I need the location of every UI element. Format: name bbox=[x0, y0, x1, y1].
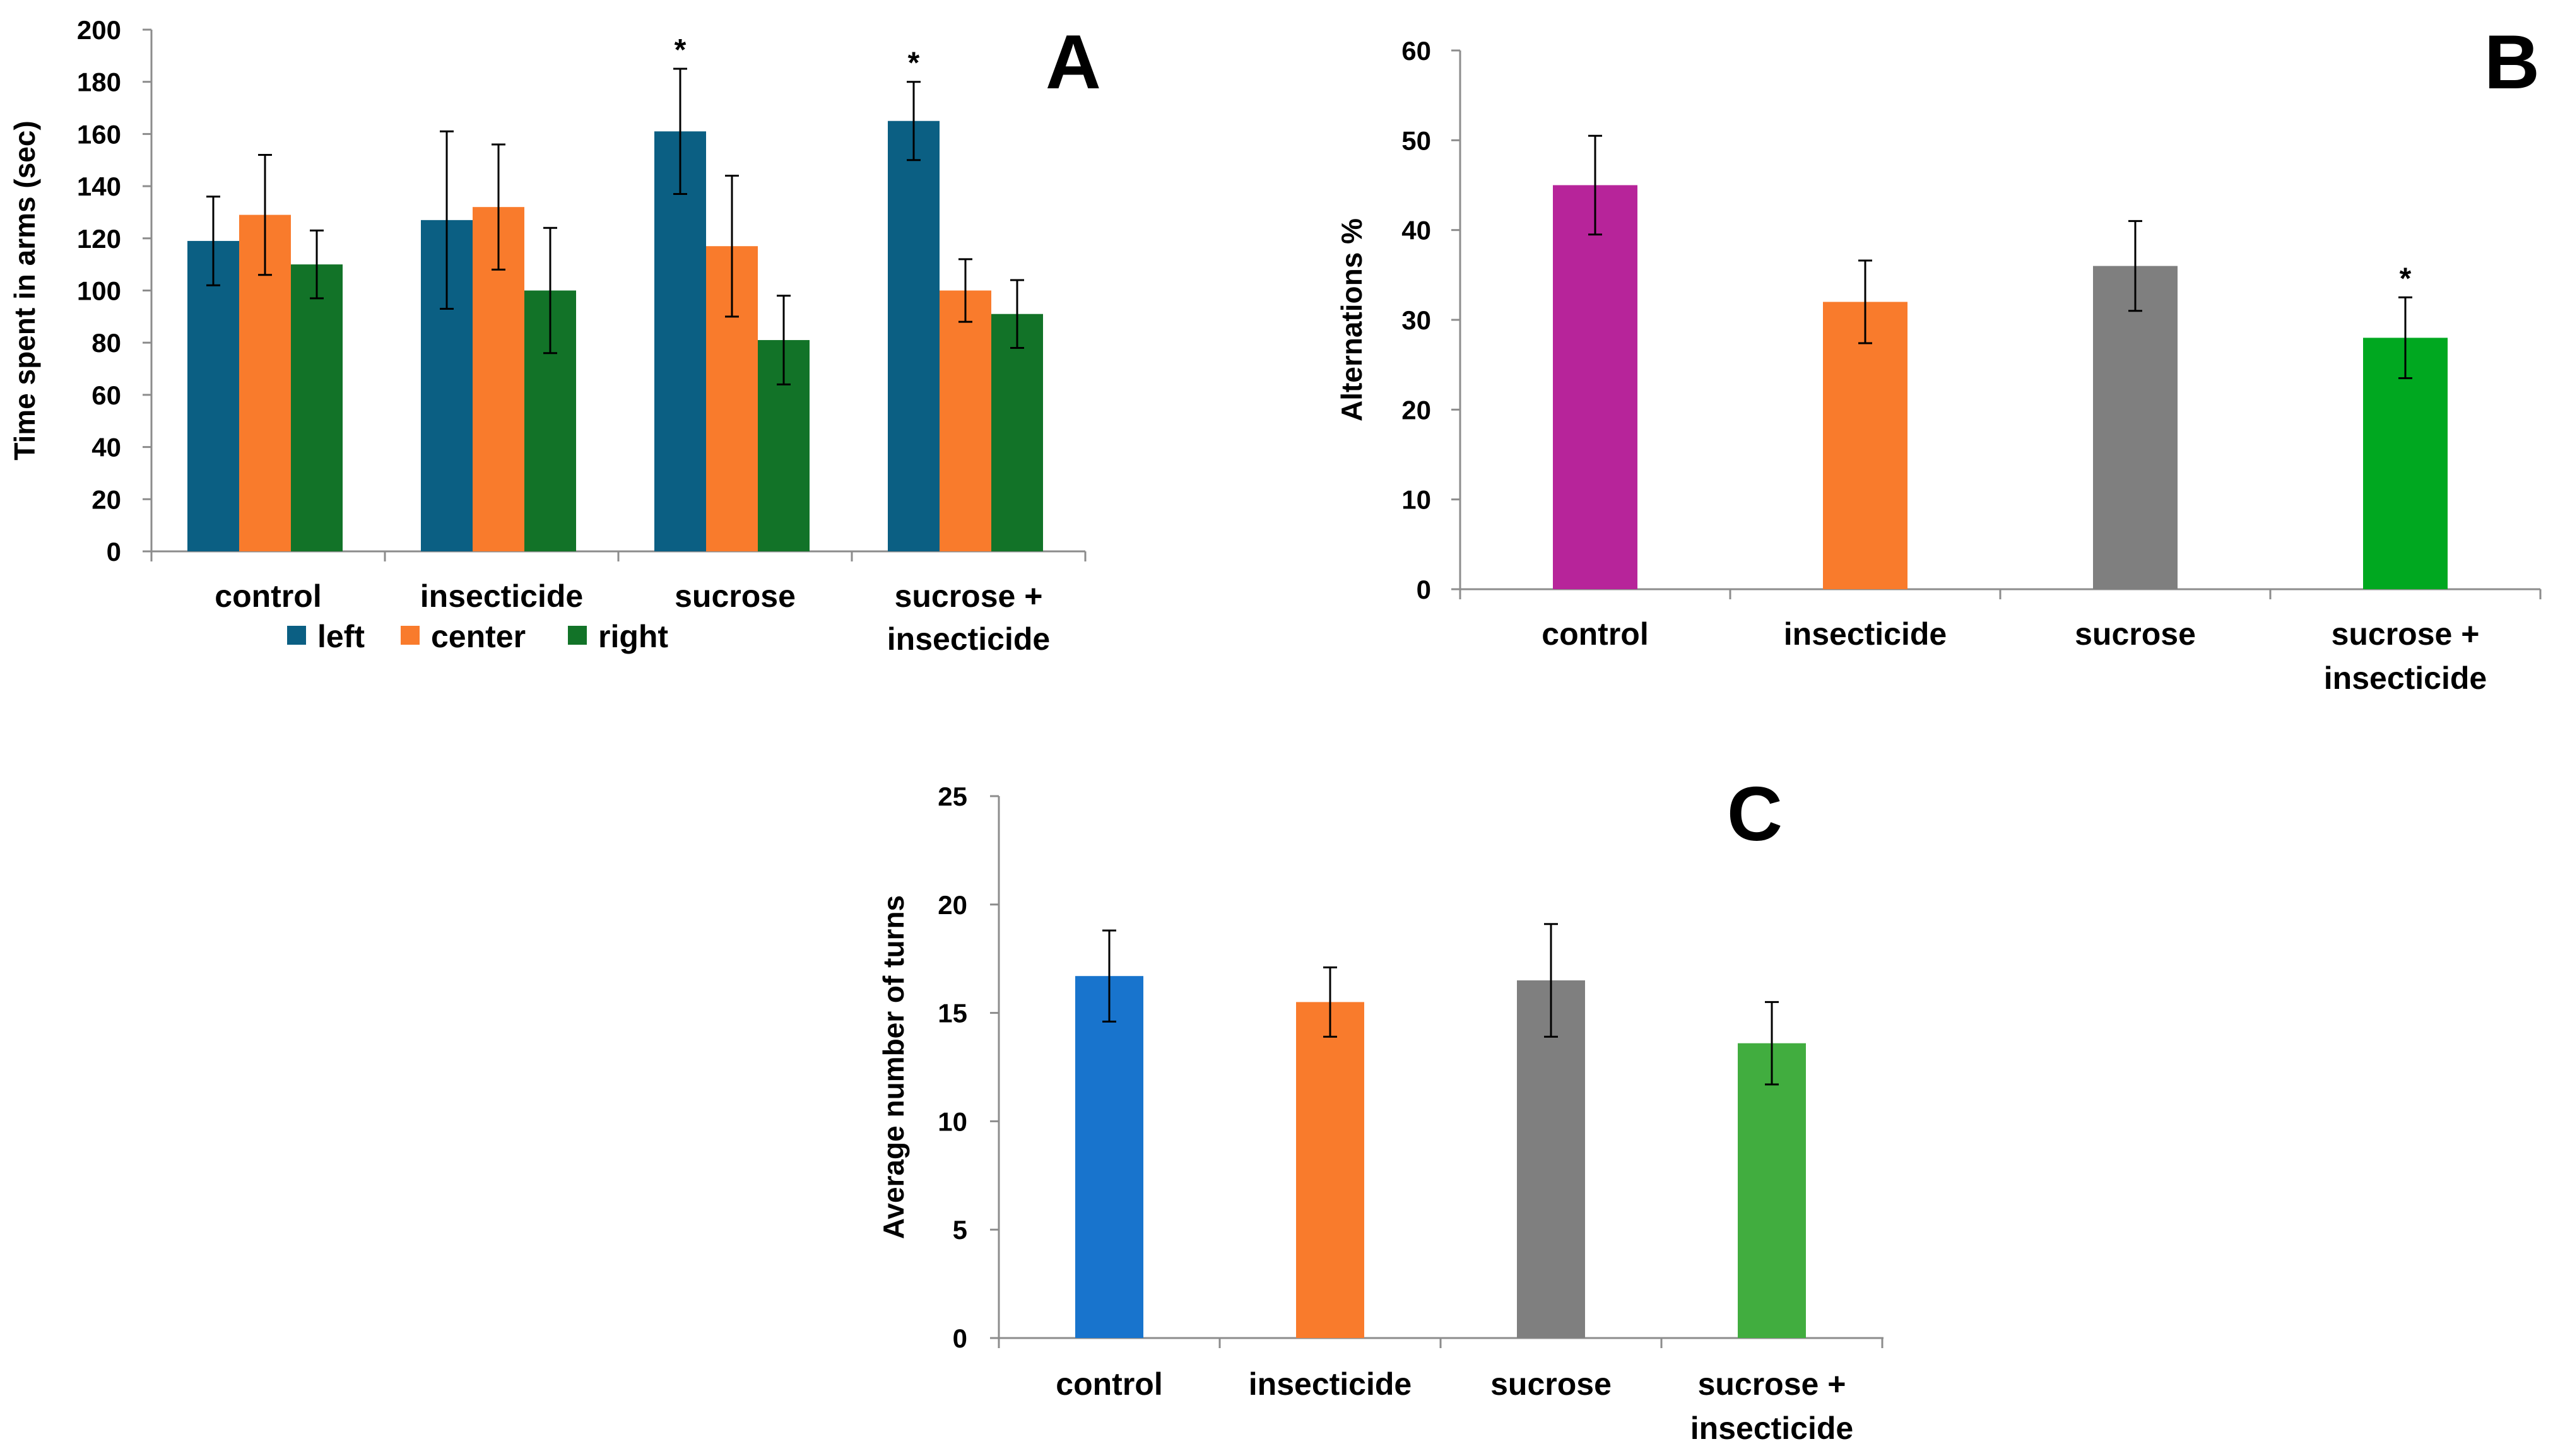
panel-b-category-label-line: sucrose bbox=[2075, 616, 2196, 652]
panel-c-category-label-line: sucrose + bbox=[1698, 1366, 1846, 1402]
panel-a-y-tick-label: 200 bbox=[77, 15, 121, 45]
panel-c-category-label: control bbox=[1056, 1366, 1162, 1402]
panel-b-bar bbox=[1553, 185, 1637, 589]
panel-c-bar bbox=[1517, 980, 1585, 1338]
panel-b-y-tick-label: 40 bbox=[1401, 216, 1431, 245]
panel-c-category-label: sucrose + insecticide bbox=[1690, 1366, 1853, 1446]
panel-a-bar-right bbox=[291, 264, 343, 551]
panel-a-y-tick-label: 180 bbox=[77, 68, 121, 97]
panel-a-category-label-line: sucrose + bbox=[895, 578, 1043, 614]
panel-c-category-label: insecticide bbox=[1249, 1366, 1412, 1402]
panel-c-panel-letter: C bbox=[1727, 771, 1783, 857]
panel-c-bar bbox=[1738, 1043, 1806, 1338]
panel-a-significance-star: * bbox=[908, 47, 920, 80]
panel-a-chart: 0 20 40 60 80 100 120 140 160 180 200 control insect… bbox=[8, 15, 1101, 657]
panel-b-category-label: insecticide bbox=[1784, 616, 1947, 652]
panel-b-category-label-line: insecticide bbox=[2324, 660, 2487, 696]
panel-b-y-tick-label: 20 bbox=[1401, 395, 1431, 425]
panel-c-chart: 0 5 10 15 20 25 control insecticide sucrose sucro… bbox=[877, 771, 1884, 1446]
panel-a-category-label: sucrose + insecticide bbox=[887, 578, 1050, 657]
panel-b-bar bbox=[1823, 302, 1907, 589]
panel-a-category-label-line: sucrose bbox=[675, 578, 796, 614]
panel-b-y-tick-label: 0 bbox=[1417, 575, 1431, 604]
panel-c-bar bbox=[1075, 976, 1143, 1338]
panel-b-category-label-line: control bbox=[1542, 616, 1648, 652]
panel-b-y-tick-label: 60 bbox=[1401, 36, 1431, 66]
panel-b-category-label: sucrose bbox=[2075, 616, 2196, 652]
panel-b-y-tick-label: 10 bbox=[1401, 485, 1431, 515]
panel-a-legend-label-center: center bbox=[431, 619, 526, 654]
panel-a-legend-label-right: right bbox=[598, 619, 668, 654]
panel-a-y-tick-label: 80 bbox=[91, 328, 121, 358]
panel-b-y-tick-label: 50 bbox=[1401, 126, 1431, 155]
panel-a-category-label: control bbox=[215, 578, 321, 614]
panel-b-category-label: control bbox=[1542, 616, 1648, 652]
panel-a-category-label-line: insecticide bbox=[420, 578, 583, 614]
panel-b-category-label-line: insecticide bbox=[1784, 616, 1947, 652]
panel-a-y-tick-label: 40 bbox=[91, 433, 121, 462]
panel-c-category-label-line: control bbox=[1056, 1366, 1162, 1402]
panel-c-y-tick-label: 15 bbox=[938, 999, 967, 1028]
panel-b-chart: 0 10 20 30 40 50 60 control insecticide sucrose su… bbox=[1335, 19, 2542, 696]
panel-c-y-tick-label: 20 bbox=[938, 890, 967, 920]
panel-a-legend-swatch-right bbox=[568, 626, 587, 645]
panel-a-y-tick-label: 60 bbox=[91, 380, 121, 410]
panel-b-y-axis-title: Alternations % bbox=[1335, 218, 1368, 421]
panel-b-significance-star: * bbox=[2400, 262, 2412, 295]
panel-a-y-axis-title: Time spent in arms (sec) bbox=[8, 120, 41, 461]
panel-b-category-label-line: sucrose + bbox=[2332, 616, 2480, 652]
panel-a-significance-star: * bbox=[675, 33, 687, 67]
panel-a-legend-label-left: left bbox=[317, 619, 365, 654]
panel-c-y-tick-label: 5 bbox=[953, 1215, 967, 1245]
panel-a-y-tick-label: 140 bbox=[77, 172, 121, 201]
panel-a-panel-letter: A bbox=[1046, 19, 1101, 105]
panel-a-y-tick-label: 20 bbox=[91, 484, 121, 514]
panel-a-legend-swatch-center bbox=[401, 626, 420, 645]
panel-a-bar-left bbox=[187, 240, 239, 551]
panel-c-category-label-line: insecticide bbox=[1690, 1411, 1853, 1446]
panel-c-bar bbox=[1296, 1002, 1364, 1338]
panel-a-bar-left bbox=[888, 120, 940, 552]
panel-a-y-tick-label: 100 bbox=[77, 276, 121, 306]
panel-c-category-label-line: insecticide bbox=[1249, 1366, 1412, 1402]
panel-c-y-tick-label: 10 bbox=[938, 1107, 967, 1136]
panel-c-y-axis-title: Average number of turns bbox=[877, 895, 910, 1239]
panel-b-y-tick-label: 30 bbox=[1401, 305, 1431, 335]
panel-b-bar bbox=[2093, 266, 2178, 590]
panel-a-category-label-line: control bbox=[215, 578, 321, 614]
panel-a-bar-center bbox=[940, 290, 991, 551]
panel-c-category-label-line: sucrose bbox=[1490, 1366, 1612, 1402]
panel-a-bar-left bbox=[654, 131, 706, 551]
panel-c-y-tick-label: 25 bbox=[938, 782, 967, 811]
panel-b-panel-letter: B bbox=[2484, 19, 2540, 105]
panel-a-y-tick-label: 0 bbox=[107, 537, 121, 567]
panel-b-bar bbox=[2363, 338, 2448, 589]
panel-a-bar-right bbox=[991, 314, 1043, 551]
panel-a-category-label: sucrose bbox=[675, 578, 796, 614]
panel-a-category-label: insecticide bbox=[420, 578, 583, 614]
panel-c-y-tick-label: 0 bbox=[953, 1324, 967, 1353]
panel-a-y-tick-label: 160 bbox=[77, 119, 121, 149]
panel-a-category-label-line: insecticide bbox=[887, 621, 1050, 657]
panel-a-y-tick-label: 120 bbox=[77, 224, 121, 254]
panel-a-legend-swatch-left bbox=[287, 626, 306, 645]
panel-b-category-label: sucrose + insecticide bbox=[2324, 616, 2487, 696]
panel-c-category-label: sucrose bbox=[1490, 1366, 1612, 1402]
